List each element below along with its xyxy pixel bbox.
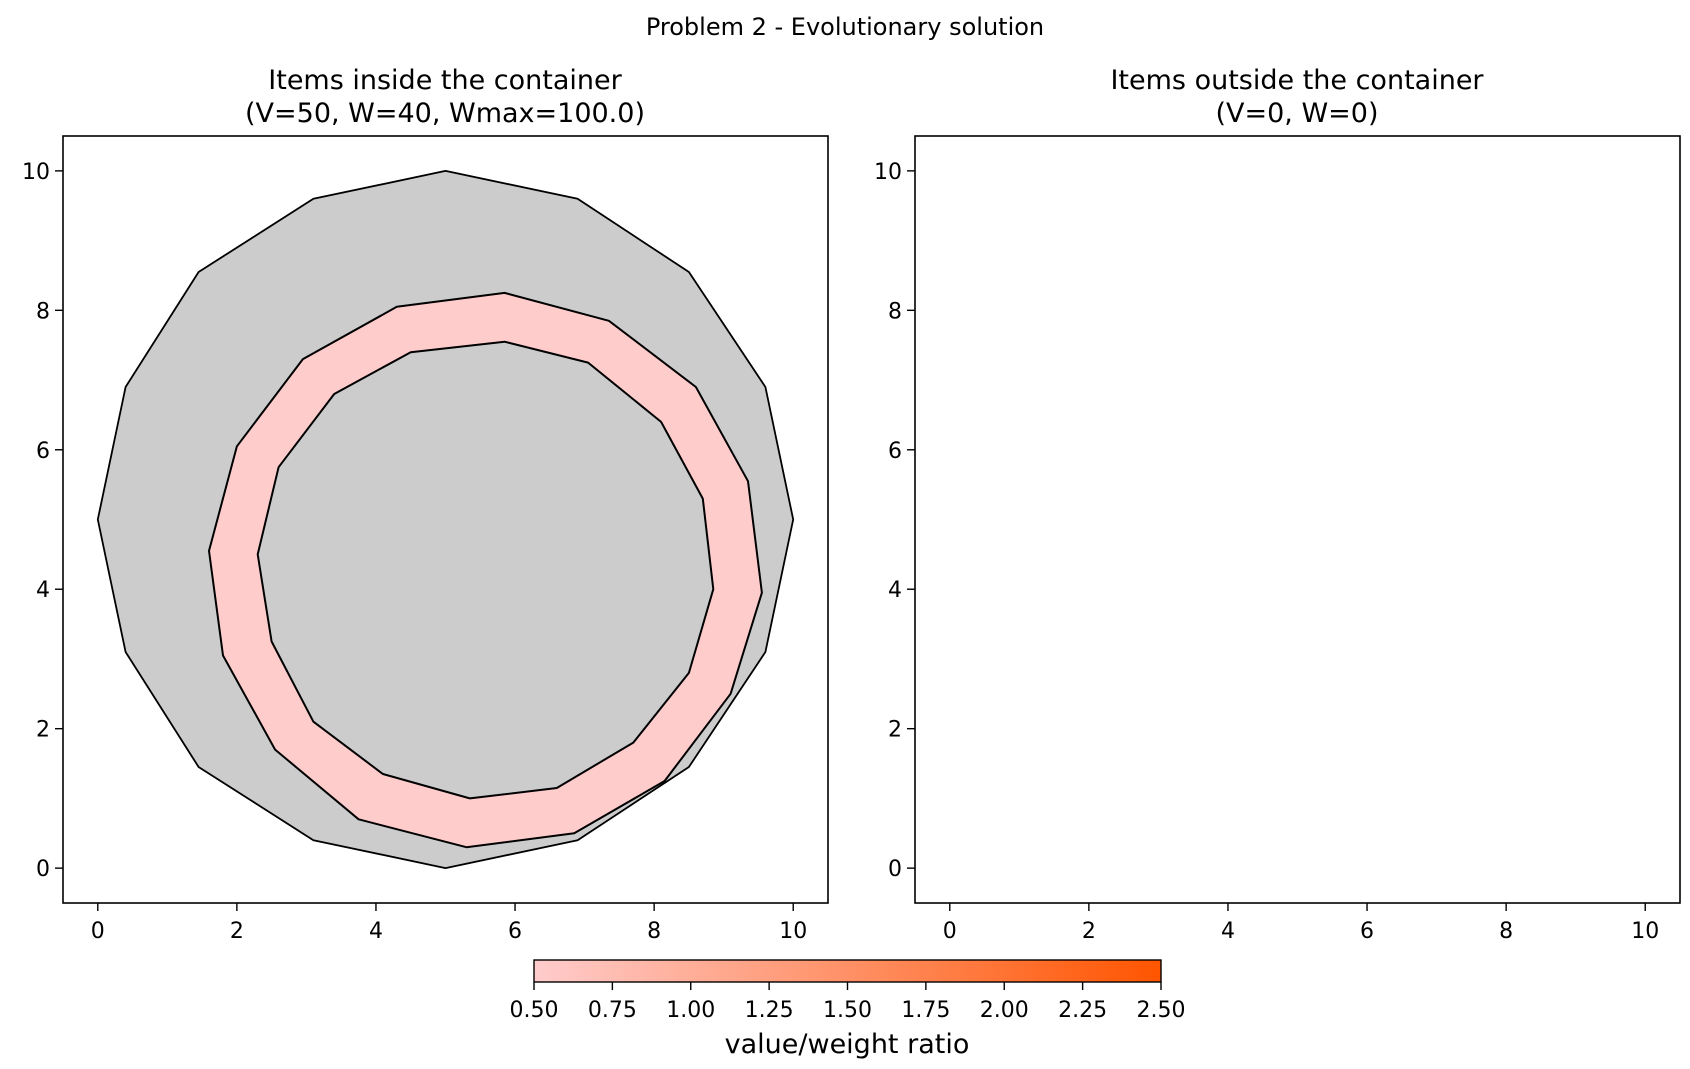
x-tick-label: 2 xyxy=(1082,919,1096,944)
colorbar-tick-label: 1.50 xyxy=(823,998,872,1023)
y-tick-label: 2 xyxy=(36,718,50,743)
subplot-inside-axes-frame xyxy=(62,135,829,904)
x-tick-label: 8 xyxy=(647,919,661,944)
y-tick-label: 4 xyxy=(36,578,50,603)
y-tick-label: 4 xyxy=(888,578,902,603)
y-tick-label: 8 xyxy=(888,299,902,324)
colorbar-label: value/weight ratio xyxy=(725,1029,970,1060)
subplot-inside-ticks: 0 2 4 6 8 10 0 2 4 6 8 10 xyxy=(22,160,807,944)
colorbar-gradient xyxy=(533,959,1162,983)
y-tick-label: 6 xyxy=(36,439,50,464)
x-tick-label: 6 xyxy=(508,919,522,944)
x-tick-label: 0 xyxy=(943,919,957,944)
subplot-outside-axes-frame xyxy=(914,135,1681,904)
colorbar: 0.50 0.75 1.00 1.25 1.50 1.75 2.00 2.25 2.50 val… xyxy=(510,959,1186,1060)
subplot-outside-title-line1: Items outside the container xyxy=(1110,65,1484,96)
y-tick-label: 0 xyxy=(888,857,902,882)
subplot-inside-plot-area xyxy=(96,169,795,869)
x-tick-label: 10 xyxy=(1631,919,1659,944)
colorbar-tick-label: 2.50 xyxy=(1137,998,1186,1023)
y-tick-label: 10 xyxy=(22,160,50,185)
x-tick-label: 4 xyxy=(369,919,383,944)
subplot-outside-ticks: 0 2 4 6 8 10 0 2 4 6 8 10 xyxy=(874,160,1659,944)
x-tick-label: 6 xyxy=(1360,919,1374,944)
colorbar-tick-label: 1.00 xyxy=(666,998,715,1023)
colorbar-tick-label: 2.00 xyxy=(980,998,1029,1023)
container-polygon xyxy=(96,169,795,869)
x-tick-label: 4 xyxy=(1221,919,1235,944)
colorbar-tick-label: 0.75 xyxy=(588,998,637,1023)
y-tick-label: 6 xyxy=(888,439,902,464)
subplot-inside-title-line1: Items inside the container xyxy=(268,65,622,96)
y-tick-label: 2 xyxy=(888,718,902,743)
y-tick-label: 10 xyxy=(874,160,902,185)
colorbar-tick-label: 1.25 xyxy=(745,998,794,1023)
subplot-inside: Items inside the container (V=50, W=40, … xyxy=(22,65,829,944)
subplot-outside-title-line2: (V=0, W=0) xyxy=(1215,98,1378,129)
x-tick-label: 8 xyxy=(1499,919,1513,944)
y-tick-label: 8 xyxy=(36,299,50,324)
subplot-outside: Items outside the container (V=0, W=0) 0… xyxy=(874,65,1681,944)
colorbar-tick-label: 2.25 xyxy=(1058,998,1107,1023)
colorbar-ticks: 0.50 0.75 1.00 1.25 1.50 1.75 2.00 2.25 2.50 xyxy=(510,982,1186,1023)
figure-suptitle: Problem 2 - Evolutionary solution xyxy=(646,13,1044,41)
x-tick-label: 0 xyxy=(91,919,105,944)
item-polygon xyxy=(208,291,763,849)
colorbar-tick-label: 0.50 xyxy=(510,998,559,1023)
y-tick-label: 0 xyxy=(36,857,50,882)
subplot-inside-title-line2: (V=50, W=40, Wmax=100.0) xyxy=(245,98,645,129)
colorbar-tick-label: 1.75 xyxy=(901,998,950,1023)
x-tick-label: 10 xyxy=(779,919,807,944)
x-tick-label: 2 xyxy=(230,919,244,944)
